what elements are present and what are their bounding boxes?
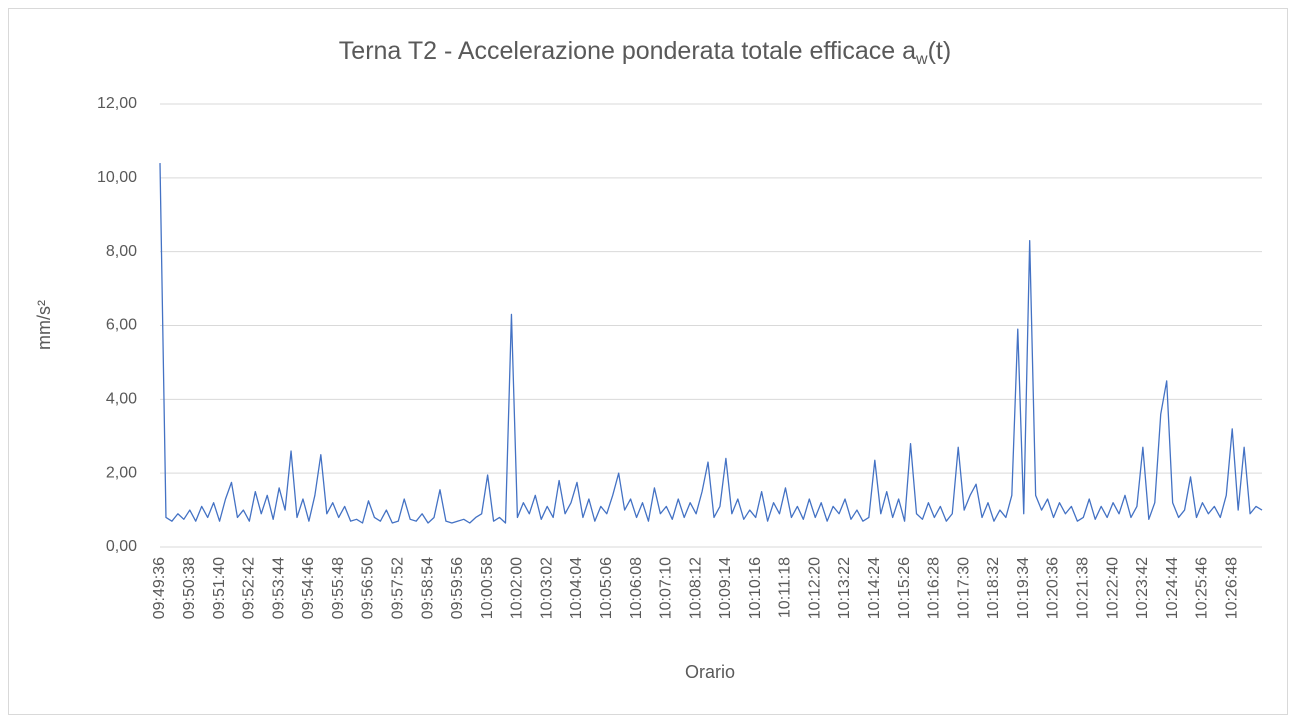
- chart-frame: [8, 8, 1288, 715]
- x-tick-label: 10:18:32: [985, 557, 1002, 619]
- y-tick-label: 12,00: [97, 95, 137, 112]
- y-tick-label: 6,00: [106, 317, 137, 334]
- x-tick-label: 10:08:12: [687, 557, 704, 619]
- x-tick-label: 10:22:40: [1104, 557, 1121, 619]
- x-tick-label: 10:23:42: [1134, 557, 1151, 619]
- x-tick-label: 09:55:48: [330, 557, 347, 619]
- x-tick-label: 10:05:06: [598, 557, 615, 619]
- title-main: Terna T2 - Accelerazione ponderata total…: [339, 37, 916, 65]
- y-axis-title: mm/s²: [34, 300, 54, 350]
- x-tick-label: 10:26:48: [1223, 557, 1240, 619]
- title-subscript: w: [915, 51, 928, 68]
- x-tick-label: 10:25:46: [1194, 557, 1211, 619]
- x-tick-label: 10:10:16: [747, 557, 764, 619]
- x-tick-label: 10:20:36: [1045, 557, 1062, 619]
- x-tick-label: 10:09:14: [717, 557, 734, 619]
- x-tick-label: 10:06:08: [628, 557, 645, 619]
- y-tick-label: 8,00: [106, 243, 137, 260]
- chart-title: Terna T2 - Accelerazione ponderata total…: [339, 37, 951, 69]
- y-tick-label: 10,00: [97, 169, 137, 186]
- x-tick-label: 10:04:04: [568, 557, 585, 619]
- x-tick-label: 09:56:50: [360, 557, 377, 619]
- y-tick-label: 4,00: [106, 391, 137, 408]
- x-tick-label: 09:58:54: [419, 557, 436, 619]
- x-tick-label: 09:51:40: [211, 557, 228, 619]
- x-tick-label: 10:00:58: [479, 557, 496, 619]
- x-tick-label: 09:53:44: [270, 557, 287, 619]
- x-tick-label: 10:16:28: [926, 557, 943, 619]
- x-tick-label: 09:57:52: [389, 557, 406, 619]
- series-line: [159, 163, 1263, 524]
- x-tick-label: 09:59:56: [449, 557, 466, 619]
- title-suffix: (t): [928, 37, 952, 65]
- y-tick-label: 0,00: [106, 538, 137, 555]
- x-tick-label: 10:11:18: [777, 557, 794, 618]
- x-tick-label: 09:54:46: [300, 557, 317, 619]
- x-tick-label: 10:02:00: [509, 557, 526, 619]
- x-tick-label: 09:49:36: [151, 557, 168, 619]
- x-tick-label: 10:24:44: [1164, 557, 1181, 619]
- x-tick-label: 10:12:20: [806, 557, 823, 619]
- x-axis-title: Orario: [685, 662, 735, 682]
- x-tick-label: 09:52:42: [241, 557, 258, 619]
- x-tick-label: 10:19:34: [1015, 557, 1032, 619]
- x-tick-label: 10:13:22: [836, 557, 853, 619]
- x-tick-label: 10:03:02: [538, 557, 555, 619]
- x-tick-label: 10:17:30: [955, 557, 972, 619]
- x-tick-label: 10:21:38: [1075, 557, 1092, 619]
- y-tick-label: 2,00: [106, 464, 137, 481]
- x-tick-label: 10:14:24: [866, 557, 883, 619]
- x-tick-label: 09:50:38: [181, 557, 198, 619]
- x-tick-label: 10:07:10: [658, 557, 675, 619]
- x-tick-label: 10:15:26: [896, 557, 913, 619]
